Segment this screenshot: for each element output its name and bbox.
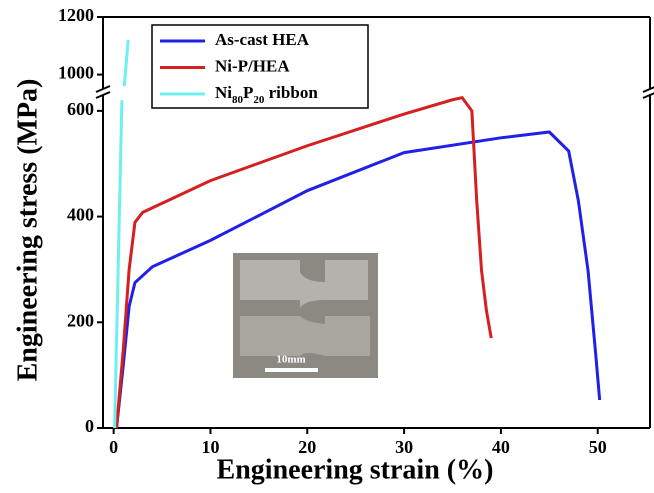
y-tick-label: 600 <box>67 99 94 119</box>
y-tick-label: 1000 <box>58 63 94 83</box>
x-tick-label: 50 <box>589 437 607 457</box>
y-tick-label: 200 <box>67 310 94 330</box>
legend-label: Ni80P20 ribbon <box>215 83 318 106</box>
axis-break <box>642 86 654 93</box>
legend-label: Ni-P/HEA <box>215 56 290 75</box>
x-tick-label: 40 <box>492 437 510 457</box>
line <box>115 130 602 429</box>
scale-bar <box>265 368 318 372</box>
line <box>115 95 493 429</box>
y-axis-title: Engineering stress (MPa) <box>12 79 43 382</box>
x-axis-title: Engineering strain (%) <box>217 454 494 485</box>
y-tick-label: 1200 <box>58 5 94 25</box>
scale-label: 10mm <box>276 354 305 366</box>
specimen <box>240 260 368 308</box>
axis-break <box>95 85 111 93</box>
y-tick-label: 400 <box>67 205 94 225</box>
legend-label: As-cast HEA <box>215 30 310 49</box>
line <box>122 39 130 87</box>
axis-break <box>642 92 654 99</box>
y-tick-label: 0 <box>85 416 94 436</box>
x-tick-label: 0 <box>109 437 118 457</box>
x-tick-label: 20 <box>298 437 316 457</box>
line <box>113 100 124 429</box>
inset-photo: 10mm <box>233 253 378 378</box>
x-tick-label: 10 <box>201 437 219 457</box>
specimen <box>240 316 370 356</box>
axis-break <box>95 91 111 99</box>
x-tick-label: 30 <box>395 437 413 457</box>
